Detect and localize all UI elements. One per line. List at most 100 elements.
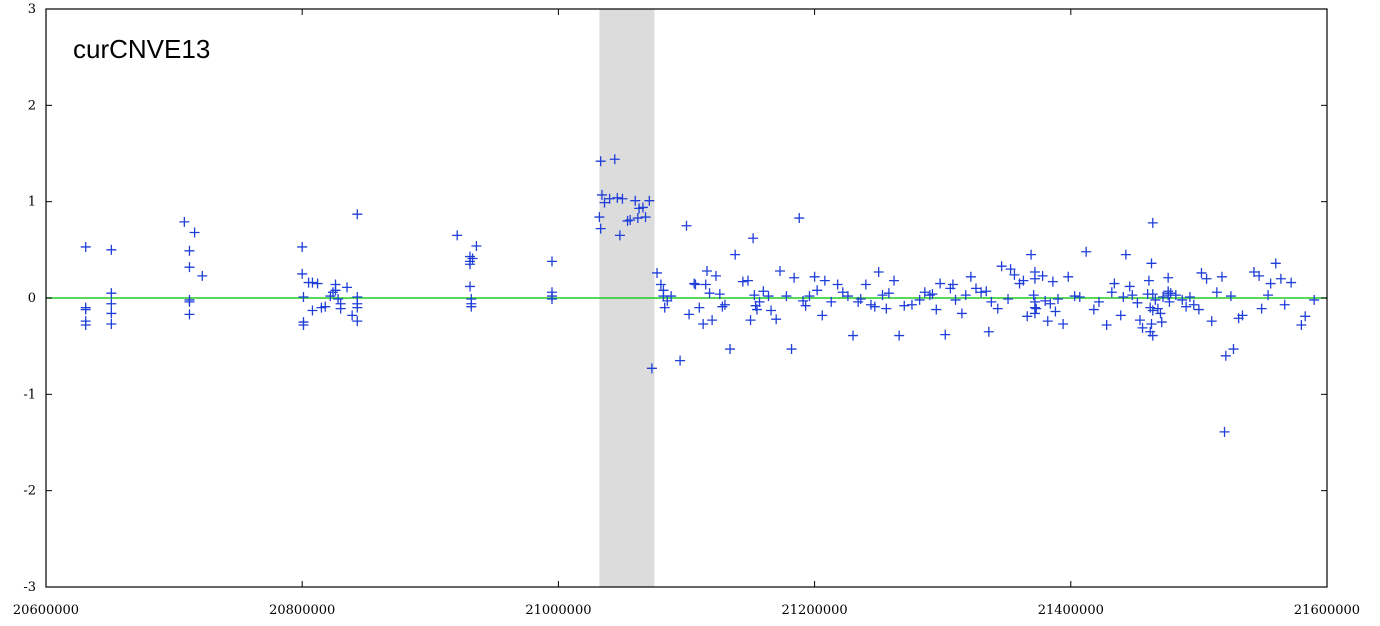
data-point (1045, 298, 1056, 309)
data-point (1279, 299, 1290, 310)
data-point (1206, 316, 1217, 327)
data-point (981, 286, 992, 297)
data-point (179, 216, 190, 227)
data-point (804, 291, 815, 302)
data-point (914, 294, 925, 305)
data-point (1216, 271, 1227, 282)
data-point (1219, 426, 1230, 437)
data-point (106, 244, 117, 255)
data-point (106, 288, 117, 299)
data-point (617, 193, 628, 204)
data-point (1134, 315, 1145, 326)
data-point (809, 271, 820, 282)
data-point (347, 310, 358, 321)
data-point (1177, 294, 1188, 305)
data-point (1263, 290, 1274, 301)
data-point (327, 287, 338, 298)
data-point (184, 245, 195, 256)
data-point (1248, 266, 1259, 277)
data-point (789, 272, 800, 283)
data-point (465, 259, 476, 270)
data-point (889, 275, 900, 286)
data-point (352, 302, 363, 313)
data-point (298, 292, 309, 303)
data-point (659, 302, 670, 313)
data-point (106, 319, 117, 330)
data-point (976, 287, 987, 298)
data-point (1106, 287, 1117, 298)
y-tick-label: 0 (28, 291, 36, 306)
data-point (1109, 278, 1120, 289)
x-axis-tick-labels: 20600000 20800000 21000000 21200000 21400000… (13, 603, 1360, 618)
x-tick-label: 20800000 (269, 603, 335, 618)
data-point (983, 326, 994, 337)
data-point (1237, 310, 1248, 321)
data-point (924, 290, 935, 301)
data-point (1147, 217, 1158, 228)
data-point (956, 308, 967, 319)
data-point (1165, 288, 1176, 299)
data-point (1296, 319, 1307, 330)
data-point (595, 156, 606, 167)
data-point (612, 192, 623, 203)
data-point (1120, 249, 1131, 260)
data-point (1029, 308, 1040, 319)
data-point (745, 315, 756, 326)
data-point (595, 223, 606, 234)
data-point (1137, 322, 1148, 333)
y-tick-label: -3 (23, 580, 36, 595)
y-tick-label: 1 (28, 195, 36, 210)
data-point (666, 291, 677, 302)
data-point (1220, 350, 1231, 361)
data-point (873, 266, 884, 277)
data-point (625, 214, 636, 225)
data-point (986, 296, 997, 307)
data-point (1018, 275, 1029, 286)
data-point (1254, 270, 1265, 281)
data-point (465, 281, 476, 292)
data-point (748, 233, 759, 244)
x-tick-label: 20600000 (13, 603, 79, 618)
data-point (546, 293, 557, 304)
data-point (1150, 294, 1161, 305)
x-tick-label: 21000000 (525, 603, 591, 618)
data-point (775, 266, 786, 277)
data-point (996, 261, 1007, 272)
data-point (725, 344, 736, 355)
data-point (1211, 287, 1222, 298)
data-point (1270, 258, 1281, 269)
data-point (1147, 289, 1158, 300)
data-point (594, 212, 605, 223)
data-point (1118, 292, 1129, 303)
data-point (298, 319, 309, 330)
data-point (1063, 271, 1074, 282)
data-points (81, 154, 1320, 437)
data-point (919, 287, 930, 298)
data-point (622, 215, 633, 226)
data-point (698, 319, 709, 330)
data-point (675, 355, 686, 366)
data-point (1028, 290, 1039, 301)
data-point (771, 314, 782, 325)
data-point (1286, 277, 1297, 288)
data-point (1003, 293, 1014, 304)
data-point (826, 296, 837, 307)
data-point (1127, 290, 1138, 301)
data-point (1158, 292, 1169, 303)
data-point (786, 344, 797, 355)
data-point (714, 289, 725, 300)
data-point (971, 283, 982, 294)
data-point (1050, 306, 1061, 317)
data-point (596, 189, 607, 200)
data-point (106, 298, 117, 309)
data-point (466, 301, 477, 312)
data-point (452, 230, 463, 241)
data-point (352, 209, 363, 220)
data-point (883, 288, 894, 299)
data-point (960, 290, 971, 301)
data-point (935, 278, 946, 289)
data-point (640, 212, 651, 223)
data-point (1146, 258, 1157, 269)
data-point (1147, 330, 1158, 341)
